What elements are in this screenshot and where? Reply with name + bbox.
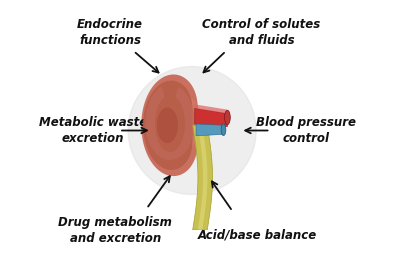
Circle shape xyxy=(128,67,256,194)
Text: Drug metabolism
and excretion: Drug metabolism and excretion xyxy=(58,216,172,246)
Text: Blood pressure
control: Blood pressure control xyxy=(256,116,356,145)
Polygon shape xyxy=(143,81,192,170)
Polygon shape xyxy=(195,104,228,114)
Polygon shape xyxy=(196,124,224,136)
Ellipse shape xyxy=(221,124,226,136)
Polygon shape xyxy=(143,91,200,154)
Ellipse shape xyxy=(224,110,230,125)
Polygon shape xyxy=(193,125,212,230)
Text: Metabolic waste
excretion: Metabolic waste excretion xyxy=(39,116,147,145)
Text: Endocrine
functions: Endocrine functions xyxy=(77,18,143,47)
Polygon shape xyxy=(195,108,228,127)
Text: Control of solutes
and fluids: Control of solutes and fluids xyxy=(202,18,320,47)
Polygon shape xyxy=(146,87,194,160)
Polygon shape xyxy=(198,125,208,230)
Polygon shape xyxy=(141,74,198,176)
Text: Acid/base balance: Acid/base balance xyxy=(198,228,317,241)
Ellipse shape xyxy=(157,108,178,143)
